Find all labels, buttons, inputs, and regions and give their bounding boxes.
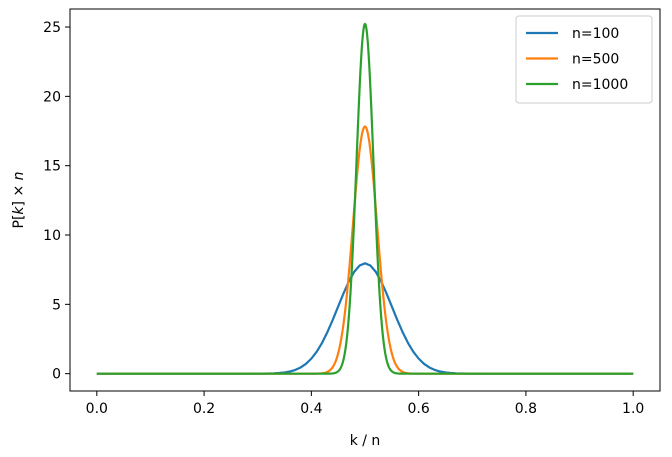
y-axis: 0 5 10 15 20 25	[43, 20, 70, 383]
y-axis-label-part: k	[11, 206, 27, 215]
legend-box	[515, 15, 653, 104]
x-axis-label: k / n	[350, 433, 381, 449]
legend-label: n=1000	[572, 77, 628, 93]
series-layer	[96, 22, 634, 375]
y-axis-label-part: ] ×	[11, 180, 27, 206]
legend-label: n=100	[572, 26, 619, 42]
y-tick-label: 10	[43, 228, 61, 244]
y-tick-label: 25	[43, 20, 61, 36]
y-axis-label-part: P[	[11, 215, 27, 229]
plot-frame	[69, 8, 661, 392]
series-line-n=500	[96, 125, 634, 375]
y-axis-label-part: n	[11, 172, 27, 181]
y-tick-label: 5	[52, 297, 61, 313]
series-line-n=100	[96, 262, 634, 375]
legend-label: n=500	[572, 52, 619, 68]
x-tick-label: 0.2	[193, 401, 215, 417]
y-axis-label: P[k] × n	[11, 172, 27, 229]
x-tick-label: 0.6	[408, 401, 430, 417]
x-tick-label: 0.4	[300, 401, 322, 417]
x-tick-label: 1.0	[622, 401, 644, 417]
y-tick-label: 15	[43, 159, 61, 175]
legend: n=100 n=500 n=1000	[515, 15, 653, 104]
y-tick-label: 20	[43, 89, 61, 105]
series-line-n=1000	[96, 22, 634, 375]
y-tick-label: 0	[52, 367, 61, 383]
x-axis: 0.0 0.2 0.4 0.6 0.8 1.0	[86, 391, 644, 417]
x-tick-label: 0.8	[515, 401, 537, 417]
x-tick-label: 0.0	[86, 401, 108, 417]
